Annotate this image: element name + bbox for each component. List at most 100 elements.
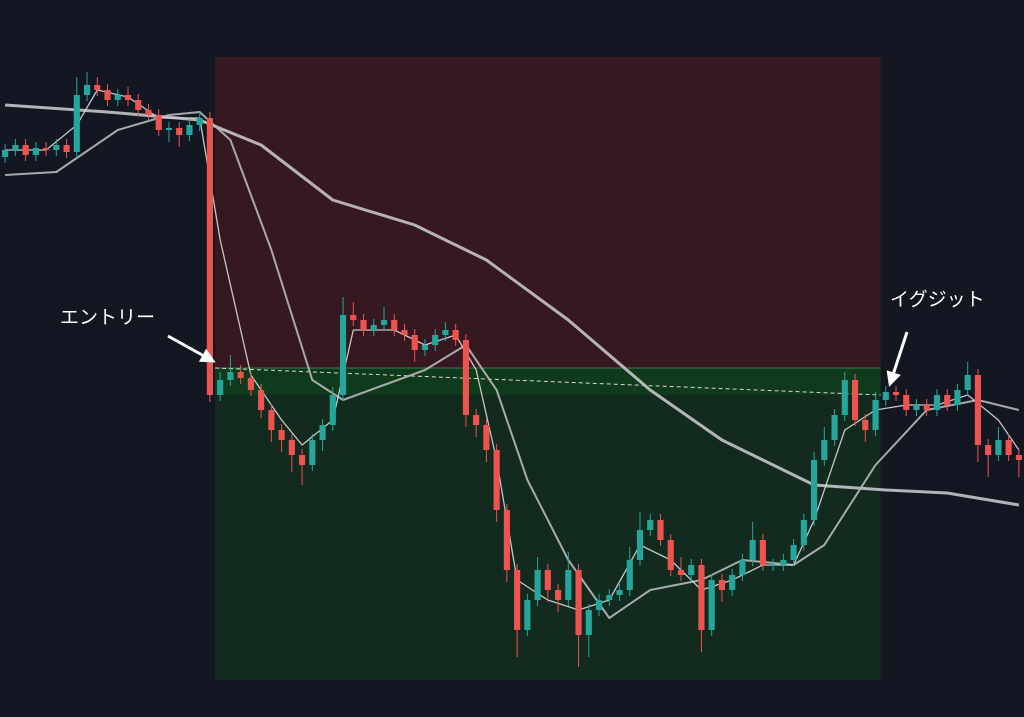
stop-zone bbox=[215, 57, 881, 368]
candle-body bbox=[12, 145, 19, 150]
candle-body bbox=[770, 565, 777, 566]
candle-body bbox=[462, 340, 469, 415]
candle-body bbox=[124, 95, 132, 100]
entry-arrow bbox=[167, 334, 216, 363]
candle-body bbox=[626, 560, 633, 590]
candle-body bbox=[83, 85, 91, 95]
candle-body bbox=[944, 395, 951, 405]
candle-body bbox=[278, 430, 285, 440]
candle-body bbox=[923, 405, 930, 410]
candle-body bbox=[43, 148, 50, 150]
candle-body bbox=[63, 145, 70, 152]
candle-body bbox=[831, 415, 838, 440]
candle-body bbox=[749, 540, 756, 560]
candle-body bbox=[800, 520, 807, 545]
candle-body bbox=[974, 375, 981, 445]
candle-body bbox=[780, 560, 787, 565]
candle-body bbox=[677, 570, 685, 575]
candle-body bbox=[544, 570, 551, 590]
candle-body bbox=[872, 400, 879, 430]
candle-body bbox=[411, 335, 418, 350]
candle-body bbox=[104, 90, 111, 100]
candle-body bbox=[575, 570, 582, 635]
candle-body bbox=[688, 565, 695, 575]
candle-body bbox=[503, 510, 510, 570]
candle-body bbox=[606, 595, 613, 600]
candle-body bbox=[442, 330, 449, 335]
candle-body bbox=[821, 440, 828, 460]
candle-body bbox=[196, 118, 203, 125]
candle-body bbox=[452, 330, 459, 340]
candle-body bbox=[759, 540, 766, 565]
candle-body bbox=[811, 460, 818, 520]
candle-body bbox=[329, 395, 336, 425]
candle-body bbox=[954, 390, 961, 405]
candle-body bbox=[514, 570, 521, 630]
candle-body bbox=[1005, 440, 1012, 455]
candle-body bbox=[595, 600, 603, 610]
candle-body bbox=[708, 580, 715, 630]
candle-body bbox=[370, 325, 377, 330]
candle-body bbox=[227, 372, 234, 380]
candle-body bbox=[473, 415, 480, 425]
candle-body bbox=[647, 520, 654, 530]
candle-body bbox=[667, 540, 674, 570]
candle-body bbox=[176, 128, 183, 135]
candle-body bbox=[421, 345, 429, 350]
candle-body bbox=[555, 590, 562, 600]
candle-body bbox=[360, 320, 367, 330]
candle-body bbox=[616, 590, 623, 595]
candle-body bbox=[165, 128, 173, 130]
candle-body bbox=[841, 380, 848, 415]
candle-body bbox=[483, 425, 490, 450]
target-zone bbox=[215, 368, 881, 680]
candle-body bbox=[913, 405, 920, 410]
candle-body bbox=[145, 110, 152, 115]
candle-body bbox=[32, 148, 39, 155]
candle-body bbox=[380, 320, 388, 325]
candle-body bbox=[401, 330, 408, 335]
candle-body bbox=[585, 610, 592, 635]
candle-body bbox=[985, 445, 992, 455]
candle-body bbox=[995, 440, 1002, 455]
candle-body bbox=[73, 95, 80, 152]
candle-body bbox=[258, 390, 265, 410]
candle-body bbox=[851, 380, 859, 420]
candle-body bbox=[964, 375, 971, 390]
candle-body bbox=[309, 440, 316, 465]
candle-body bbox=[339, 315, 347, 395]
candle-body bbox=[698, 565, 705, 630]
entry-label: エントリー bbox=[60, 307, 155, 329]
candle-body bbox=[186, 125, 193, 135]
candle-body bbox=[493, 450, 500, 510]
candle-body bbox=[135, 100, 142, 110]
candle-body bbox=[94, 85, 101, 90]
candle-body bbox=[247, 378, 254, 390]
candle-body bbox=[299, 455, 306, 465]
candle-body bbox=[534, 570, 541, 600]
candle-body bbox=[155, 115, 162, 130]
candle-body bbox=[268, 410, 275, 430]
candle-body bbox=[882, 392, 889, 400]
candle-body bbox=[739, 560, 746, 575]
exit-label: イグジット bbox=[890, 289, 985, 311]
candle-body bbox=[217, 380, 224, 395]
candle-body bbox=[319, 425, 326, 440]
candle-body bbox=[718, 580, 725, 590]
candle-body bbox=[524, 600, 531, 630]
trade-line bbox=[215, 367, 881, 396]
candle-body bbox=[657, 520, 664, 540]
candle-body bbox=[206, 118, 213, 395]
candle-body bbox=[565, 570, 572, 600]
candle-body bbox=[790, 545, 797, 560]
candle-body bbox=[350, 315, 357, 320]
candle-body bbox=[892, 392, 900, 395]
exit-arrow bbox=[886, 331, 909, 387]
candle-body bbox=[288, 440, 295, 455]
candle-body bbox=[432, 335, 439, 345]
candle-body bbox=[933, 395, 941, 410]
candle-body bbox=[903, 395, 910, 410]
candle-body bbox=[862, 420, 869, 430]
candle-body bbox=[22, 145, 29, 155]
